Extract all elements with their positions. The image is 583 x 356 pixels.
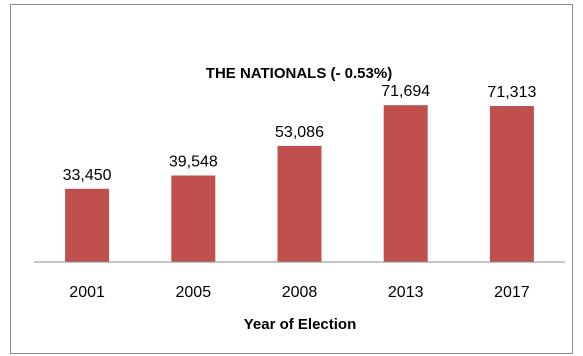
data-label-2017: 71,313 bbox=[487, 84, 536, 101]
x-axis-title: Year of Election bbox=[244, 316, 357, 333]
bar-2013 bbox=[383, 105, 428, 262]
labels-layer: 33,450 2001 39,548 2005 53,086 2008 71,694 2013… bbox=[63, 83, 537, 301]
x-tick-label-2017: 2017 bbox=[494, 284, 530, 301]
bar-2008 bbox=[277, 145, 322, 262]
x-tick-label-2008: 2008 bbox=[282, 284, 318, 301]
data-label-2005: 39,548 bbox=[169, 154, 218, 171]
x-tick-label-2001: 2001 bbox=[69, 284, 105, 301]
data-label-2001: 33,450 bbox=[63, 167, 112, 184]
bar-2005 bbox=[171, 175, 216, 262]
bar-2017 bbox=[489, 106, 534, 262]
chart-title: THE NATIONALS (- 0.53%) bbox=[206, 65, 392, 82]
bar-2001 bbox=[65, 188, 110, 262]
data-label-2013: 71,694 bbox=[381, 83, 430, 100]
data-label-2008: 53,086 bbox=[275, 124, 324, 141]
x-tick-label-2005: 2005 bbox=[176, 284, 212, 301]
x-tick-label-2013: 2013 bbox=[388, 284, 424, 301]
bars-layer bbox=[65, 105, 534, 262]
